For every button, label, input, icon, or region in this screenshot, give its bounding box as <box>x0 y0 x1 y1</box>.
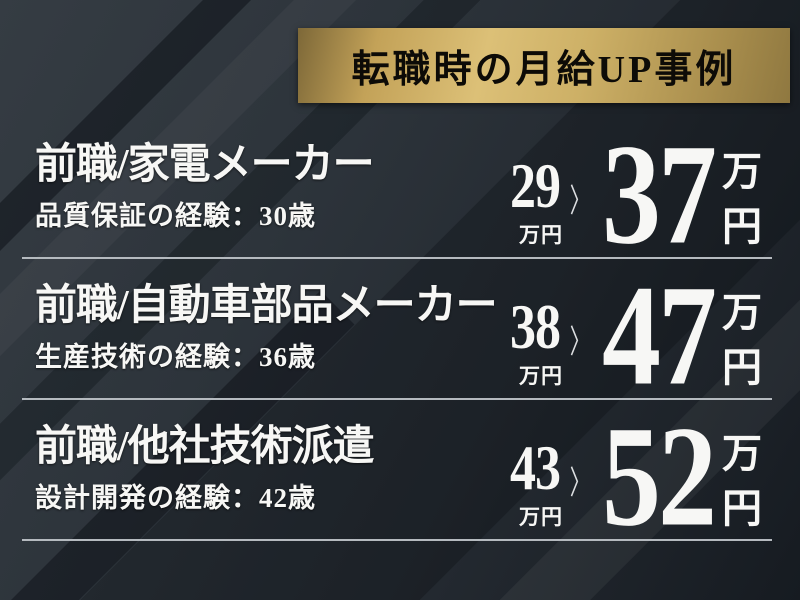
salary-after-value: 47 <box>602 255 717 416</box>
page-title: 転職時の月給UP事例 <box>351 49 737 91</box>
unit-man: 万 <box>722 149 762 194</box>
salary-after-unit: 万 円 <box>722 152 762 247</box>
salary-before-unit: 万円 <box>519 364 563 388</box>
salary-after-value: 37 <box>602 114 717 275</box>
arrow-right-icon: 〉 <box>569 322 591 361</box>
unit-en: 円 <box>722 486 762 531</box>
case-row-3: 前職/他社技術派遣 設計開発の経験：42歳 43 万円 〉 52 万 円 <box>22 400 772 548</box>
experience-age-label: 設計開発の経験：42歳 <box>35 482 316 513</box>
salary-before-value: 38 <box>510 293 561 363</box>
unit-man: 万 <box>722 431 762 476</box>
unit-man: 万 <box>722 290 762 335</box>
case-row-1: 前職/家電メーカー 品質保証の経験：30歳 29 万円 〉 37 万 円 <box>22 118 772 266</box>
salary-before-value: 43 <box>510 434 561 504</box>
unit-en: 円 <box>722 204 762 249</box>
salary-change: 29 万円 〉 37 万 円 <box>510 122 762 266</box>
salary-change: 43 万円 〉 52 万 円 <box>510 404 762 548</box>
salary-before-unit: 万円 <box>519 223 563 247</box>
experience-age-label: 品質保証の経験：30歳 <box>35 200 316 231</box>
arrow-right-icon: 〉 <box>569 463 591 502</box>
salary-after-unit: 万 円 <box>722 293 762 388</box>
case-row-2: 前職/自動車部品メーカー 生産技術の経験：36歳 38 万円 〉 47 万 円 <box>22 259 772 407</box>
salary-change: 38 万円 〉 47 万 円 <box>510 263 762 407</box>
salary-before-value: 29 <box>510 152 561 222</box>
previous-job-title: 前職/家電メーカー <box>35 142 375 189</box>
salary-before: 29 万円 <box>510 156 563 249</box>
previous-job-title: 前職/他社技術派遣 <box>35 424 375 471</box>
job-info: 前職/家電メーカー 品質保証の経験：30歳 <box>35 142 510 232</box>
case-list: 前職/家電メーカー 品質保証の経験：30歳 29 万円 〉 37 万 円 前職/… <box>22 118 772 548</box>
salary-before-unit: 万円 <box>519 505 563 529</box>
unit-en: 円 <box>722 345 762 390</box>
salary-before: 38 万円 <box>510 297 563 390</box>
title-banner: 転職時の月給UP事例 <box>298 28 790 103</box>
previous-job-title: 前職/自動車部品メーカー <box>35 283 498 330</box>
arrow-right-icon: 〉 <box>569 181 591 220</box>
job-info: 前職/自動車部品メーカー 生産技術の経験：36歳 <box>35 283 510 373</box>
job-info: 前職/他社技術派遣 設計開発の経験：42歳 <box>35 424 510 514</box>
salary-before: 43 万円 <box>510 438 563 531</box>
salary-after-value: 52 <box>602 396 717 557</box>
experience-age-label: 生産技術の経験：36歳 <box>35 341 316 372</box>
salary-after-unit: 万 円 <box>722 434 762 529</box>
